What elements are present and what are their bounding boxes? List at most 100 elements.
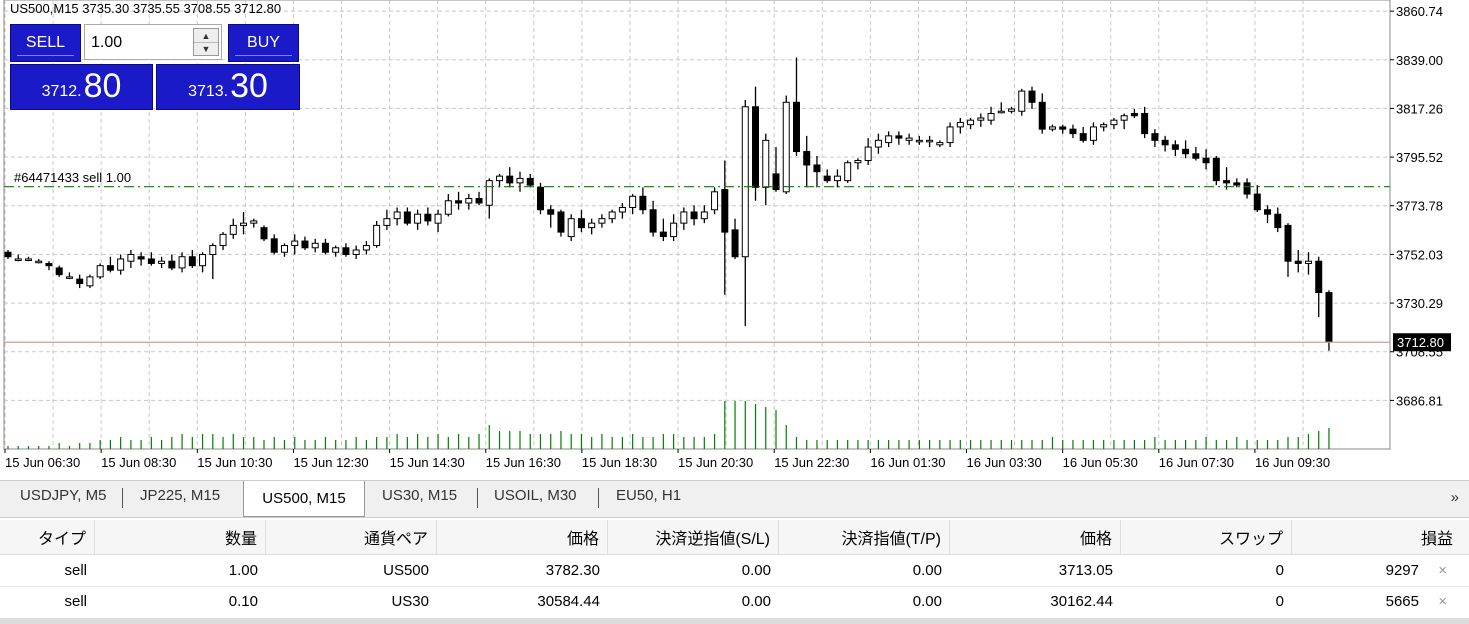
spin-up-icon[interactable]: ▲ — [194, 29, 218, 43]
candle-body — [700, 211, 708, 220]
candle-body — [332, 247, 340, 253]
quantity-stepper[interactable]: ▲ ▼ — [84, 24, 222, 60]
close-position-icon[interactable]: × — [1438, 562, 1447, 579]
positions-table: タイプ 数量 通貨ペア 価格 決済逆指値(S/L) 決済指値(T/P) 価格 ス… — [0, 518, 1469, 624]
candle-body — [199, 253, 207, 267]
candle-body — [209, 245, 217, 255]
order-line-label: #64471433 sell 1.00 — [14, 170, 132, 185]
cell-current-price: 30162.44 — [1050, 593, 1113, 610]
header-profit[interactable]: 損益 — [1420, 531, 1453, 548]
candle-body — [280, 245, 288, 253]
sell-button[interactable]: SELL — [10, 24, 81, 62]
candle-body — [1192, 153, 1200, 159]
candle-body — [1233, 182, 1241, 186]
candle-body — [301, 240, 309, 249]
tab-us30-m15[interactable]: US30, M15 — [382, 487, 458, 504]
buy-button[interactable]: BUY — [228, 24, 299, 62]
candle-body — [946, 126, 954, 144]
candle-body — [1171, 144, 1179, 150]
candle-body — [956, 121, 964, 128]
header-volume[interactable]: 数量 — [95, 520, 266, 554]
candle-body — [1284, 224, 1292, 262]
price-chart[interactable]: 3860.74 3839.00 3817.26 3795.52 3773.78 3752.… — [0, 0, 1469, 480]
time-axis-label: 16 Jun 01:30 — [870, 455, 945, 470]
candle-body — [1223, 180, 1231, 184]
tab-usdjpy-m5[interactable]: USDJPY, M5 — [20, 487, 107, 504]
candle-body — [465, 198, 473, 204]
candle-body — [618, 206, 626, 213]
buy-price-button[interactable]: 3713. 30 — [156, 64, 300, 110]
candle-body — [1212, 157, 1220, 182]
sell-price-button[interactable]: 3712. 80 — [10, 64, 153, 110]
candle-body — [741, 106, 749, 258]
candle-body — [424, 213, 432, 222]
candle-body — [250, 220, 258, 224]
header-current-price[interactable]: 価格 — [950, 520, 1121, 554]
table-row[interactable]: sell 1.00 US500 3782.30 0.00 0.00 3713.0… — [0, 555, 1469, 587]
candle-body — [731, 229, 739, 258]
candle-body — [752, 106, 760, 188]
price-axis-label: 3795.52 — [1396, 150, 1443, 165]
candle-body — [158, 260, 166, 264]
cell-volume: 0.10 — [228, 593, 258, 610]
cell-symbol: US30 — [391, 593, 429, 610]
candle-body — [188, 256, 196, 267]
price-axis-label: 3773.78 — [1396, 199, 1443, 214]
tab-usoil-m30[interactable]: USOIL, M30 — [494, 487, 577, 504]
price-axis-label: 3817.26 — [1396, 101, 1443, 116]
time-axis-label: 15 Jun 18:30 — [582, 455, 657, 470]
time-axis-label: 15 Jun 22:30 — [774, 455, 849, 470]
time-axis-label: 15 Jun 12:30 — [293, 455, 368, 470]
candle-body — [1089, 126, 1097, 141]
quantity-input[interactable] — [89, 29, 189, 57]
header-stop-loss[interactable]: 決済逆指値(S/L) — [608, 520, 779, 554]
candle-body — [455, 200, 463, 204]
more-tabs-icon[interactable]: » — [1450, 489, 1459, 506]
buy-price-prefix: 3713. — [188, 83, 229, 100]
cell-take-profit: 0.00 — [912, 593, 942, 610]
candle-body — [926, 139, 934, 143]
tab-eu50-h1[interactable]: EU50, H1 — [616, 487, 682, 504]
quantity-spinner[interactable]: ▲ ▼ — [193, 28, 219, 56]
candle-body — [1110, 119, 1118, 126]
candle-body — [1038, 101, 1046, 130]
price-axis-label: 3839.00 — [1396, 53, 1443, 68]
candle-body — [1253, 193, 1261, 211]
time-axis-label: 15 Jun 08:30 — [101, 455, 176, 470]
candle-body — [434, 213, 442, 224]
spin-down-icon[interactable]: ▼ — [201, 43, 211, 54]
header-swap[interactable]: スワップ — [1121, 520, 1292, 554]
candle-body — [1274, 213, 1282, 229]
candle-body — [885, 135, 893, 144]
candle-body — [229, 224, 237, 235]
chart-canvas[interactable]: 3860.74 3839.00 3817.26 3795.52 3773.78 3752.… — [0, 0, 1469, 480]
header-open-price[interactable]: 価格 — [437, 520, 608, 554]
current-price-tag — [1393, 333, 1451, 352]
plot-frame — [3, 0, 1391, 450]
candle-body — [536, 186, 544, 211]
candle-body — [516, 177, 524, 184]
candle-body — [659, 231, 667, 238]
candle-body — [547, 209, 555, 215]
candle-body — [240, 222, 248, 226]
candle-body — [1100, 124, 1108, 128]
tab-us500-m15[interactable]: US500, M15 — [243, 481, 365, 517]
table-row[interactable]: sell 0.10 US30 30584.44 0.00 0.00 30162.… — [0, 586, 1469, 617]
time-axis-label: 15 Jun 20:30 — [678, 455, 753, 470]
candle-body — [383, 218, 391, 226]
cell-symbol: US500 — [383, 562, 429, 579]
candle-body — [1018, 90, 1026, 112]
candle-body — [803, 151, 811, 166]
candle-body — [721, 189, 729, 233]
header-symbol[interactable]: 通貨ペア — [266, 520, 437, 554]
candle-body — [485, 180, 493, 206]
cell-profit: 5665 — [1385, 593, 1419, 610]
tab-jp225-m15[interactable]: JP225, M15 — [140, 487, 221, 504]
candle-body — [670, 222, 678, 238]
header-take-profit[interactable]: 決済指値(T/P) — [779, 520, 950, 554]
header-type[interactable]: タイプ — [0, 520, 95, 554]
candle-body — [96, 265, 104, 278]
time-axis-label: 16 Jun 05:30 — [1063, 455, 1138, 470]
candle-body — [905, 137, 913, 141]
close-position-icon[interactable]: × — [1438, 593, 1447, 610]
